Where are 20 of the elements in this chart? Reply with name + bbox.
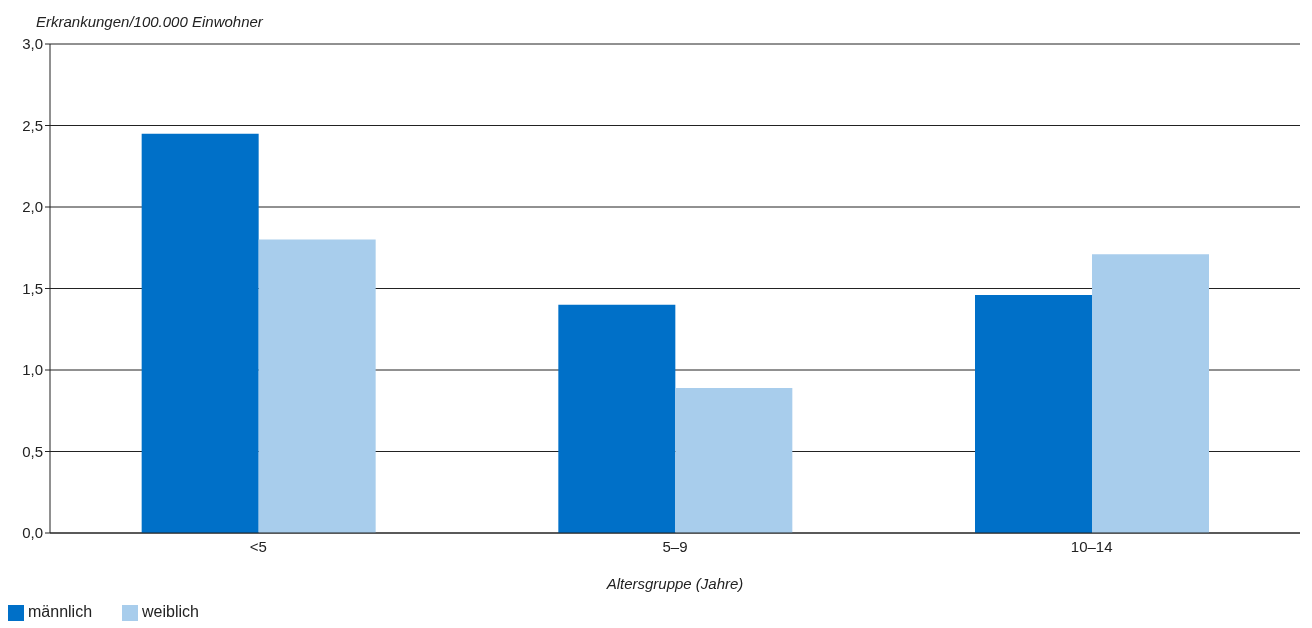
y-tick-label: 1,0: [22, 361, 43, 379]
bar: [258, 239, 376, 533]
bar: [141, 133, 259, 533]
y-tick-label: 1,5: [22, 279, 43, 297]
y-tick-label: 2,5: [22, 116, 43, 134]
y-tick-label: 2,0: [22, 198, 43, 216]
x-tick-label: <5: [249, 537, 267, 555]
bar: [558, 304, 676, 533]
legend-label: weiblich: [142, 603, 199, 620]
x-tick-label: 10–14: [1070, 537, 1113, 555]
y-tick-label: 3,0: [22, 35, 43, 53]
bar: [1092, 254, 1209, 533]
y-tick-label: 0,0: [22, 524, 43, 542]
y-tick-label: 0,5: [22, 442, 43, 460]
y-axis-title: Erkrankungen/100.000 Einwohner: [35, 12, 264, 32]
bar: [675, 387, 793, 533]
bar: [975, 295, 1092, 533]
x-tick-label: 5–9: [662, 537, 688, 555]
x-axis-title: Altersgruppe (Jahre): [605, 575, 744, 592]
legend-label: männlich: [28, 603, 93, 620]
